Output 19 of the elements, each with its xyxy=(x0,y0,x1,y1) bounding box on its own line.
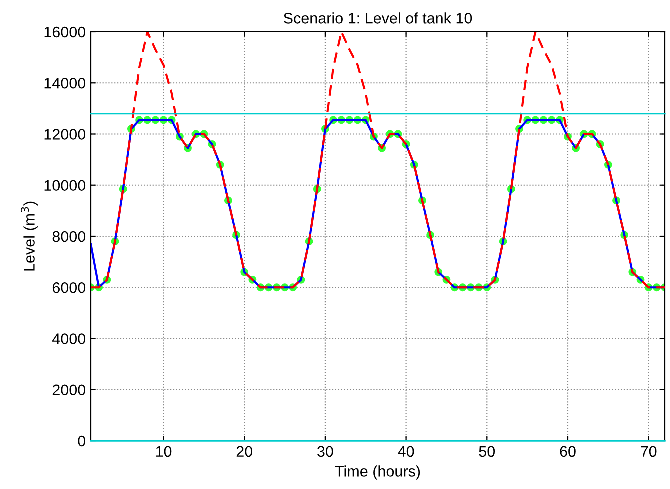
y-tick-label: 10000 xyxy=(44,180,86,192)
x-tick-label: 40 xyxy=(398,446,414,458)
y-tick-label: 8000 xyxy=(52,231,86,242)
y-tick-label: 0 xyxy=(78,436,86,447)
x-tick-label: 20 xyxy=(236,446,253,458)
chart-title: Scenario 1: Level of tank 10 xyxy=(284,12,472,24)
y-tick-label: 2000 xyxy=(52,384,86,396)
x-tick-label: 70 xyxy=(641,446,657,458)
x-tick-label: 60 xyxy=(560,446,576,458)
y-tick-label: 14000 xyxy=(44,78,86,89)
x-axis-title: Time (hours) xyxy=(335,466,420,480)
y-tick-label: 12000 xyxy=(44,129,86,140)
y-axis-title: Level (m$^{3}$) xyxy=(20,202,38,271)
y-tick-label: 4000 xyxy=(52,334,86,344)
x-tick-label: 50 xyxy=(479,446,496,458)
x-tick-label: 10 xyxy=(156,446,172,458)
y-tick-label: 16000 xyxy=(44,26,86,38)
x-tick-label: 30 xyxy=(318,446,334,458)
y-tick-label: 6000 xyxy=(52,282,86,294)
